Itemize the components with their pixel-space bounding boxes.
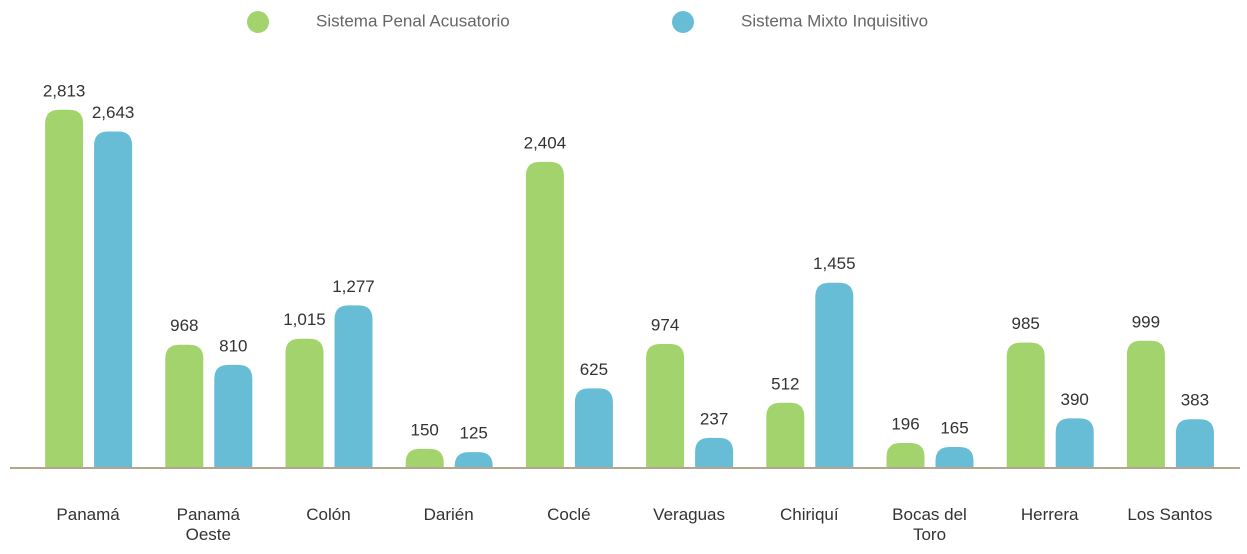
legend-label: Sistema Mixto Inquisitivo [741, 11, 928, 30]
bar [285, 338, 324, 468]
value-label: 2,643 [92, 103, 135, 122]
x-tick-label: Bocas del Toro [892, 505, 967, 544]
x-tick-label: Veraguas [653, 505, 726, 524]
x-tick-label: Panamá [56, 505, 120, 524]
bar [1055, 418, 1094, 468]
bar [1006, 342, 1045, 468]
bar [214, 364, 253, 468]
x-tick-label: Chiriquí [780, 505, 839, 524]
value-label: 625 [580, 360, 608, 379]
value-label: 1,277 [332, 277, 375, 296]
value-label: 2,404 [524, 133, 567, 152]
x-tick-label: Colón [306, 505, 351, 524]
bar [45, 109, 84, 468]
bar [94, 131, 133, 468]
value-label: 383 [1181, 391, 1209, 410]
value-label: 968 [170, 316, 198, 335]
bar [454, 452, 493, 468]
value-label: 1,015 [283, 310, 326, 329]
value-label: 390 [1061, 390, 1089, 409]
x-tick-label: Darién [423, 505, 474, 524]
bar [695, 437, 734, 468]
value-label: 512 [771, 374, 799, 393]
x-tick-label: Los Santos [1127, 505, 1213, 524]
value-label: 999 [1132, 312, 1160, 331]
x-tick-label: Panamá Oeste [176, 505, 240, 544]
bar [886, 443, 925, 468]
legend-swatch [672, 11, 694, 33]
legend-label: Sistema Penal Acusatorio [316, 11, 510, 30]
bar [646, 343, 685, 468]
legend-swatch [247, 11, 269, 33]
value-label: 125 [460, 424, 488, 443]
value-label: 2,813 [43, 81, 86, 100]
bar [815, 282, 854, 468]
bar [935, 446, 974, 468]
value-label: 810 [219, 336, 247, 355]
x-tick-label: Herrera [1020, 505, 1079, 524]
bar [525, 161, 564, 468]
bar [1126, 340, 1165, 468]
value-label: 237 [700, 409, 728, 428]
bar [1175, 419, 1214, 468]
value-label: 150 [411, 420, 439, 439]
value-label: 985 [1012, 314, 1040, 333]
bar [766, 402, 805, 468]
bar [574, 388, 613, 468]
bar [334, 305, 373, 468]
x-tick-label: Coclé [547, 505, 591, 524]
bar [405, 448, 444, 468]
value-label: 974 [651, 315, 679, 334]
value-label: 1,455 [813, 254, 856, 273]
bar [165, 344, 204, 468]
value-label: 165 [940, 418, 968, 437]
value-label: 196 [891, 415, 919, 434]
